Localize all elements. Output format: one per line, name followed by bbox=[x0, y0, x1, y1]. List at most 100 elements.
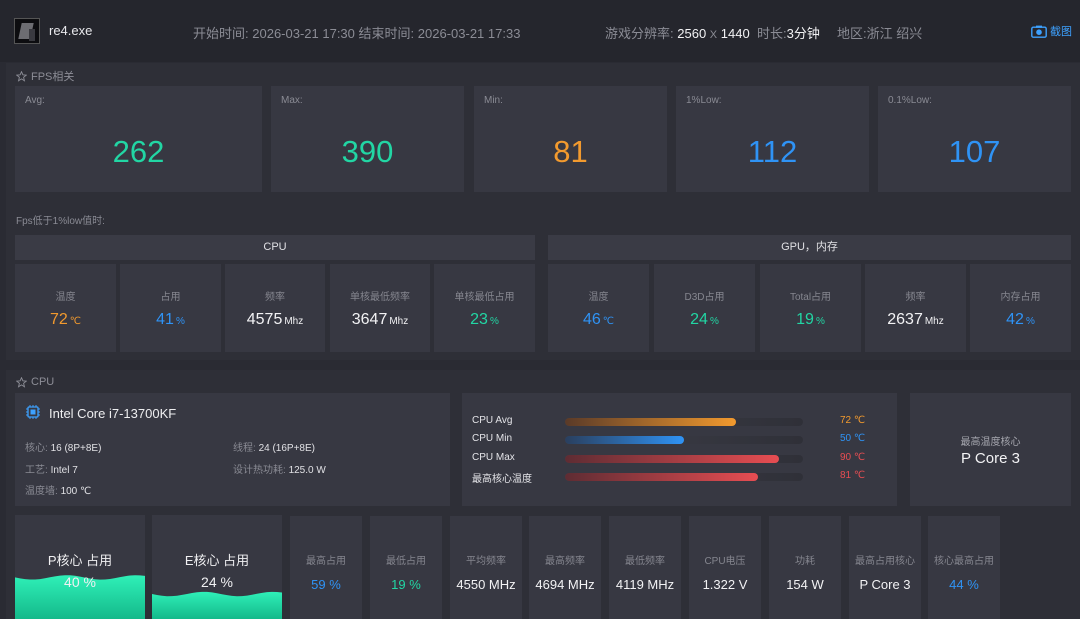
cpu-stat-value: 1.322 V bbox=[702, 577, 748, 592]
resolution-x: X bbox=[709, 29, 718, 41]
start-time: 2026-03-21 17:30 bbox=[252, 26, 355, 41]
temp-bar-value: 81 ℃ bbox=[840, 469, 866, 481]
mini-value: 19% bbox=[760, 311, 861, 329]
p-core-usage-card: P核心 占用 40 % bbox=[15, 515, 145, 619]
fps-max-value: 390 bbox=[341, 134, 394, 169]
fps-1low-label: 1%Low: bbox=[686, 95, 722, 106]
value-number: 72 bbox=[49, 311, 68, 328]
fps-min-label: Min: bbox=[484, 95, 503, 106]
start-label: 开始时间: bbox=[193, 26, 249, 41]
region: 地区:浙江 绍兴 bbox=[837, 23, 922, 42]
cpu-stat-label: 平均频率 bbox=[466, 556, 506, 567]
mini-value: 3647 Mhz bbox=[330, 311, 430, 329]
duration: 时长:3分钟 bbox=[757, 23, 820, 42]
mini-value: 2637 Mhz bbox=[865, 311, 966, 329]
cpu-stat-card: 最低频率 4119 MHz bbox=[609, 516, 681, 619]
info-label: 温度墙: bbox=[25, 486, 58, 497]
value-number: 41 bbox=[156, 311, 174, 328]
cpu-stat-value: 59 % bbox=[311, 577, 341, 592]
cpu-stat-value: 4550 MHz bbox=[456, 577, 516, 592]
fps-1low-value: 112 bbox=[747, 134, 798, 169]
low-memory-usage: 内存占用 42% bbox=[970, 264, 1071, 352]
cpu-stat-value: 4119 MHz bbox=[615, 577, 675, 592]
low-cpu-usage: 占用 41% bbox=[120, 264, 221, 352]
mini-label: Total占用 bbox=[789, 292, 832, 303]
cpu-stat-label: 功耗 bbox=[795, 556, 815, 567]
fps-avg-label: Avg: bbox=[25, 95, 45, 106]
fps-title-text: FPS相关 bbox=[31, 71, 75, 83]
temp-bar-label: CPU Min bbox=[472, 433, 513, 445]
info-label: 线程: bbox=[233, 443, 256, 454]
mini-label: D3D占用 bbox=[684, 292, 725, 303]
low-gpu-total-usage: Total占用 19% bbox=[760, 264, 861, 352]
value-unit: % bbox=[709, 316, 719, 327]
cpu-stat-value: 44 % bbox=[949, 577, 979, 592]
cpu-subheader: CPU bbox=[15, 235, 535, 260]
info-value: 100 ℃ bbox=[60, 486, 92, 497]
temp-bar-fill bbox=[565, 454, 780, 463]
duration-label: 时长: bbox=[757, 26, 787, 41]
resolution: 游戏分辨率: 2560 X 1440 bbox=[605, 23, 750, 42]
region-label: 地区: bbox=[837, 26, 867, 41]
time-range: 开始时间: 2026-03-21 17:30 结束时间: 2026-03-21 … bbox=[193, 23, 520, 42]
temp-bar-label: CPU Max bbox=[472, 451, 515, 463]
temp-bar-track bbox=[565, 418, 803, 426]
cpu-section-title: CPU bbox=[16, 376, 54, 388]
cpu-stat-label: 最高占用 bbox=[306, 556, 346, 567]
value-unit: % bbox=[1025, 316, 1035, 327]
low-cpu-single-min-usage: 单核最低占用 23% bbox=[434, 264, 535, 352]
low-cpu-temp: 温度 72 ℃ bbox=[15, 264, 116, 352]
cpu-stat-value: 4694 MHz bbox=[535, 577, 595, 592]
cpu-tdp: 设计热功耗: 125.0 W bbox=[233, 461, 326, 476]
cpu-temp-bars-card: CPU Avg 72 ℃ CPU Min 50 ℃ CPU Max 90 ℃ 最高核心温度 8… bbox=[462, 393, 897, 506]
temp-bar-value: 90 ℃ bbox=[840, 451, 866, 463]
hottest-core-value: P Core 3 bbox=[961, 450, 1020, 467]
info-label: 设计热功耗: bbox=[233, 465, 286, 476]
temp-bar-fill bbox=[565, 436, 684, 445]
cpu-stat-label: 最低占用 bbox=[386, 556, 426, 567]
p-core-value: 40 % bbox=[64, 574, 96, 590]
e-core-label: E核心 占用 bbox=[184, 553, 250, 568]
mini-label: 频率 bbox=[265, 292, 285, 303]
fps-avg-card: Avg: 262 bbox=[15, 86, 262, 192]
mini-value: 4575 Mhz bbox=[225, 311, 325, 329]
fps-min-card: Min: 81 bbox=[474, 86, 667, 192]
chip-icon bbox=[26, 405, 40, 419]
duration-value: 3分钟 bbox=[786, 26, 820, 41]
camera-icon bbox=[1031, 25, 1047, 38]
value-unit: ℃ bbox=[69, 316, 82, 327]
cpu-stat-value: P Core 3 bbox=[859, 577, 911, 592]
info-label: 核心: bbox=[25, 443, 48, 454]
screenshot-button[interactable]: 截图 bbox=[1031, 23, 1072, 39]
fps-section-title: FPS相关 bbox=[16, 68, 74, 84]
fps-max-card: Max: 390 bbox=[271, 86, 464, 192]
resolution-height: 1440 bbox=[720, 26, 750, 41]
value-unit: Mhz bbox=[389, 316, 409, 327]
info-value: 16 (8P+8E) bbox=[50, 443, 102, 454]
mini-value: 42% bbox=[970, 311, 1071, 329]
cpu-stat-card: 最高占用核心 P Core 3 bbox=[849, 516, 921, 619]
value-unit: Mhz bbox=[924, 316, 944, 327]
header-bar bbox=[0, 0, 1080, 62]
usage-wave bbox=[152, 591, 282, 619]
cpu-stat-label: 最高占用核心 bbox=[855, 556, 915, 567]
resolution-width: 2560 bbox=[677, 26, 707, 41]
mini-label: 单核最低频率 bbox=[350, 292, 410, 303]
cpu-threads: 线程: 24 (16P+8E) bbox=[233, 439, 315, 454]
value-unit: ℃ bbox=[602, 316, 615, 327]
value-number: 23 bbox=[470, 311, 488, 328]
low-gpu-d3d-usage: D3D占用 24% bbox=[654, 264, 755, 352]
info-value: 24 (16P+8E) bbox=[258, 443, 315, 454]
cpu-stat-card: CPU电压 1.322 V bbox=[689, 516, 761, 619]
low-gpu-freq: 频率 2637 Mhz bbox=[865, 264, 966, 352]
temp-bar-fill bbox=[565, 418, 737, 426]
cpu-cores: 核心: 16 (8P+8E) bbox=[25, 439, 101, 454]
fps-max-label: Max: bbox=[281, 95, 303, 106]
value-number: 19 bbox=[796, 311, 814, 328]
temp-bar-track bbox=[565, 454, 803, 463]
mini-label: 内存占用 bbox=[1000, 292, 1041, 303]
mini-value: 24% bbox=[654, 311, 755, 329]
mini-label: 频率 bbox=[905, 292, 926, 303]
region-value: 浙江 绍兴 bbox=[866, 26, 923, 41]
value-unit: Mhz bbox=[284, 316, 304, 327]
